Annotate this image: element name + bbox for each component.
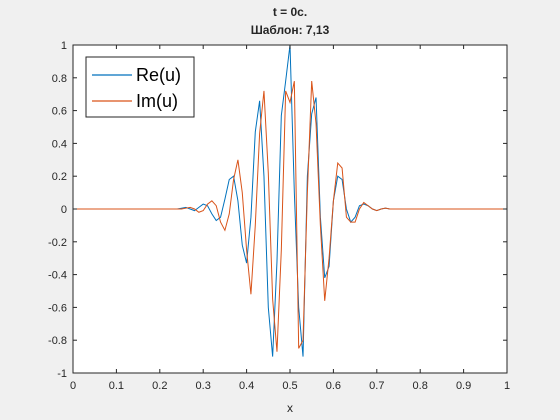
chart-subtitle: Шаблон: 7,13 <box>251 23 330 37</box>
x-tick-label: 0.5 <box>282 380 297 392</box>
legend-label-im: Im(u) <box>136 91 178 111</box>
y-tick-label: 1 <box>61 40 67 52</box>
x-tick-label: 0.7 <box>369 380 384 392</box>
x-tick-label: 0.9 <box>456 380 471 392</box>
chart-title: t = 0c. <box>273 5 307 19</box>
x-tick-label: 1 <box>504 380 510 392</box>
x-tick-label: 0 <box>70 380 76 392</box>
x-tick-label: 0.2 <box>152 380 167 392</box>
y-tick-label: -0.4 <box>48 270 67 282</box>
x-tick-label: 0.1 <box>109 380 124 392</box>
series-line-im <box>73 80 507 352</box>
x-tick-label: 0.3 <box>196 380 211 392</box>
axes-layer: 0 0.1 0.2 0.3 0.4 0.5 0.6 0.7 0.8 0.9 1 1 0.8 0.6 0.4 0… <box>48 40 510 392</box>
legend: Re(u) Im(u) <box>85 56 195 118</box>
legend-box <box>85 56 195 118</box>
x-tick-label: 0.4 <box>239 380 254 392</box>
y-tick-label: 0 <box>61 204 67 216</box>
y-tick-label: -1 <box>57 368 67 380</box>
y-tick-label: 0.4 <box>52 138 67 150</box>
y-tick-label: -0.6 <box>48 302 67 314</box>
y-tick-label: -0.8 <box>48 335 67 347</box>
y-tick-label: 0.6 <box>52 106 67 118</box>
x-tick-label: 0.6 <box>326 380 341 392</box>
y-tick-label: 0.8 <box>52 73 67 85</box>
y-tick-label: 0.2 <box>52 171 67 183</box>
y-tick-label: -0.2 <box>48 237 67 249</box>
x-tick-label: 0.8 <box>413 380 428 392</box>
x-axis-label: x <box>287 401 293 415</box>
legend-label-re: Re(u) <box>136 65 181 85</box>
